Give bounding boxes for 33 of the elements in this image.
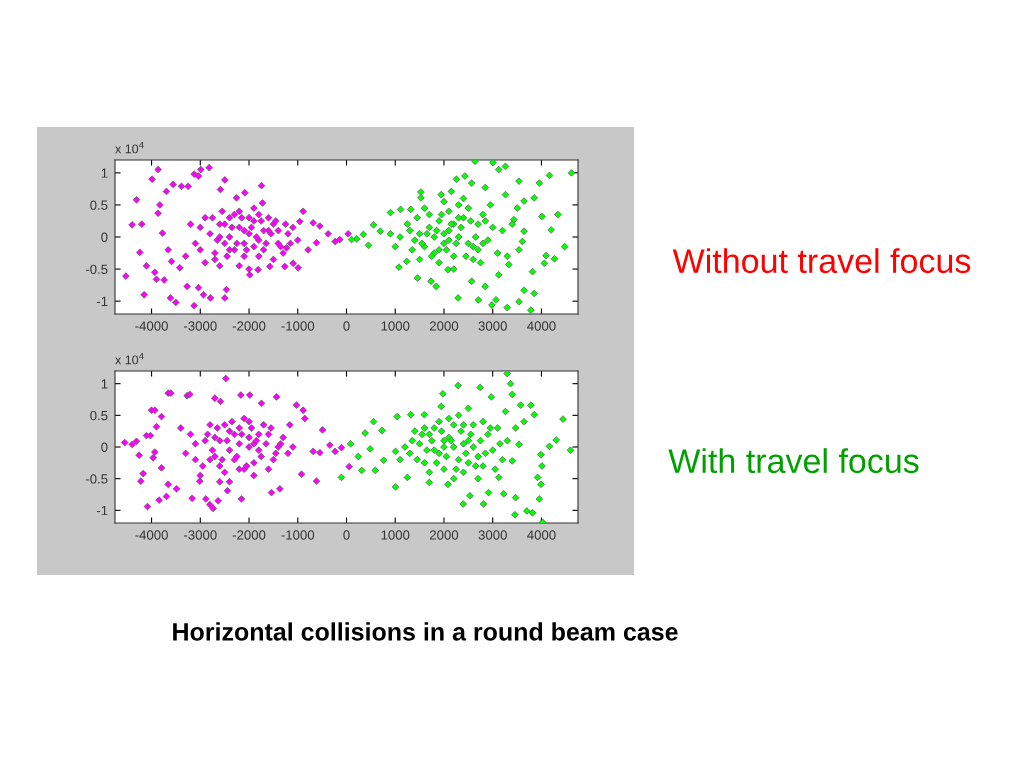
- text: With travel focus: [668, 448, 919, 474]
- x-tick-label: 2000: [429, 321, 459, 331]
- y-tick-label: 1: [101, 379, 108, 389]
- y-tick-label: -1: [96, 506, 108, 516]
- x-tick-label: 0: [343, 321, 350, 331]
- x-tick-label: 1000: [381, 530, 410, 540]
- x-tick-label: -2000: [232, 321, 266, 331]
- y-tick-label: 1: [101, 168, 108, 178]
- x-tick-label: 2000: [429, 530, 459, 540]
- x-tick-label: -2000: [232, 530, 266, 540]
- y-tick-label: 0: [101, 442, 108, 452]
- x-tick-label: 3000: [478, 530, 507, 540]
- x-tick-label: -1000: [281, 321, 315, 331]
- x-tick-label: 4000: [527, 321, 556, 331]
- x-tick-label: 3000: [478, 321, 507, 331]
- x-tick-label: -4000: [135, 530, 168, 540]
- x-tick-label: -3000: [184, 321, 217, 331]
- text: x 10$^{4}$: [115, 352, 144, 365]
- y-tick-label: -1: [96, 296, 108, 306]
- x-tick-label: 4000: [527, 530, 556, 540]
- x-tick-label: -3000: [184, 530, 217, 540]
- y-tick-label: -0.5: [85, 264, 108, 274]
- y-tick-label: -0.5: [85, 474, 108, 484]
- y-tick-label: 0: [101, 232, 108, 242]
- text: Without travel focus: [672, 248, 971, 274]
- text: Horizontal collisions in a round beam case: [173, 622, 678, 641]
- x-tick-label: 0: [343, 530, 350, 540]
- y-tick-label: 0.5: [90, 200, 108, 210]
- x-tick-label: 1000: [381, 321, 410, 331]
- x-tick-label: -4000: [135, 321, 168, 331]
- x-tick-label: -1000: [281, 530, 315, 540]
- text: x 10$^{4}$: [115, 141, 144, 154]
- y-tick-label: 0.5: [90, 410, 108, 421]
